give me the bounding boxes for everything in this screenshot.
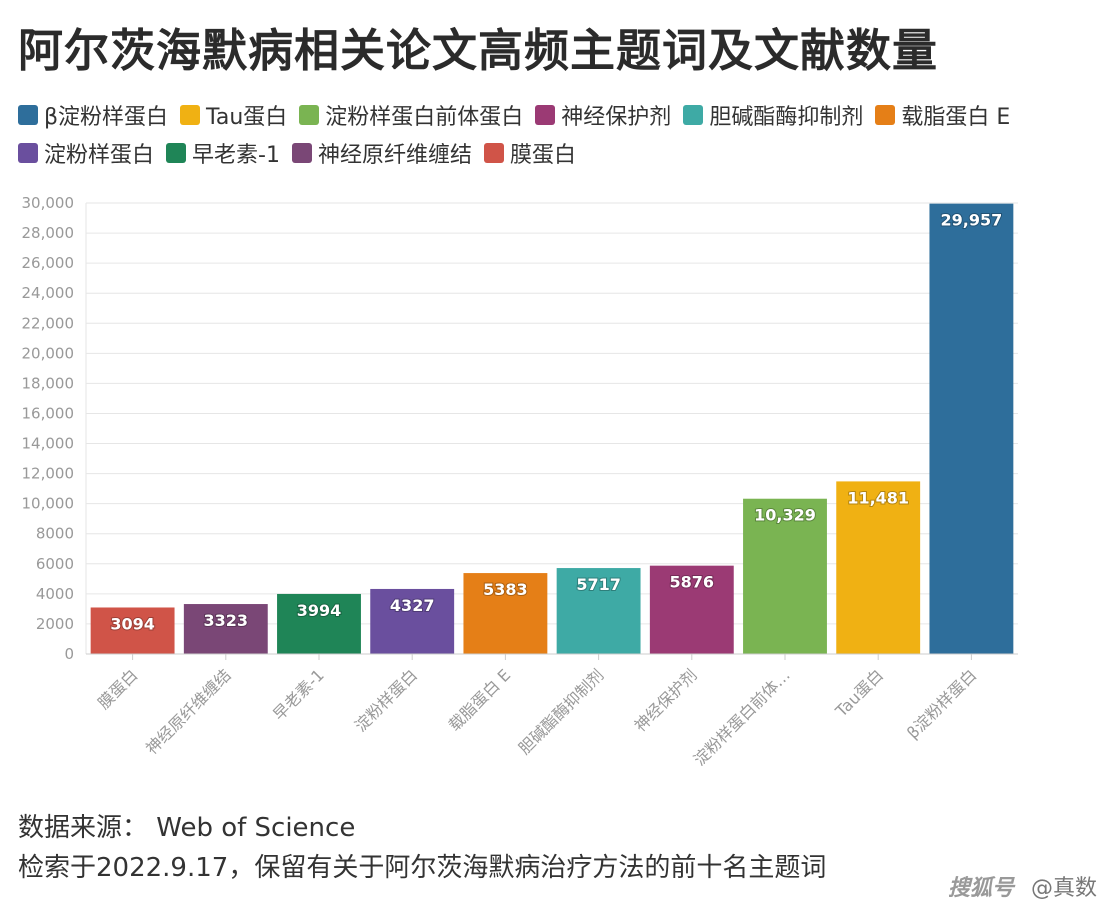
y-tick-label: 10,000 [22, 495, 75, 513]
source-note: 数据来源： Web of Science [18, 813, 356, 843]
y-tick-label: 14,000 [22, 435, 75, 453]
y-tick-label: 24,000 [22, 284, 75, 302]
legend-item: Tau蛋白 [180, 100, 287, 130]
legend-swatch [166, 143, 187, 163]
legend-item: β淀粉样蛋白 [18, 100, 168, 130]
bar [90, 607, 175, 654]
y-tick-label: 12,000 [22, 465, 75, 483]
legend-item: 神经保护剂 [535, 100, 671, 130]
watermark: 搜狐号 @真数 [948, 870, 1097, 902]
bar [556, 568, 641, 654]
footer: 数据来源： Web of Science 检索于2022.9.17，保留有关于阿… [18, 808, 826, 888]
x-tick-label: 神经保护剂 [631, 665, 701, 735]
bar [743, 498, 827, 654]
retrieval-note: 检索于2022.9.17，保留有关于阿尔茨海默病治疗方法的前十名主题词 [18, 853, 827, 883]
bar [277, 593, 361, 654]
bar-value-label: 3094 [110, 614, 155, 633]
legend-swatch [299, 105, 320, 125]
legend-label: 淀粉样蛋白 [44, 143, 155, 168]
legend-swatch [875, 105, 896, 125]
bar-value-label: 10,329 [754, 506, 816, 525]
y-tick-label: 28,000 [22, 224, 75, 242]
bar [649, 565, 734, 654]
legend-label: 神经保护剂 [561, 105, 672, 130]
legend-item: 胆碱酯酶抑制剂 [683, 100, 863, 130]
bar [183, 604, 268, 654]
legend-label: 神经原纤维缠结 [317, 143, 472, 168]
legend-item: 早老素-1 [166, 138, 280, 168]
legend-swatch [180, 105, 201, 125]
legend-label: 早老素-1 [192, 143, 280, 168]
x-tick-label: 膜蛋白 [94, 665, 141, 712]
legend-swatch [291, 143, 312, 163]
bar [463, 573, 548, 654]
y-tick-label: 26,000 [22, 254, 75, 272]
y-tick-label: 8000 [36, 525, 74, 543]
bar-chart: 0 2000 4000 6000 8000 10,000 12,000 14,000 16,00… [22, 194, 1018, 769]
legend-label: 膜蛋白 [509, 143, 576, 168]
y-tick-label: 16,000 [22, 404, 75, 422]
watermark-platform: 搜狐号 [947, 876, 1014, 901]
legend-item: 载脂蛋白 E [875, 100, 1010, 130]
y-tick-label: 2000 [36, 615, 74, 633]
bar-value-label: 4327 [390, 596, 435, 615]
legend-label: 胆碱酯酶抑制剂 [709, 105, 864, 130]
bar-value-label: 5876 [670, 573, 715, 592]
y-tick-label: 18,000 [22, 374, 75, 392]
legend-label: β淀粉样蛋白 [44, 105, 169, 130]
bar-value-label: 29,957 [941, 211, 1003, 230]
x-tick-label: 胆碱酯酶抑制剂 [515, 665, 608, 758]
bar-value-label: 5717 [576, 575, 621, 594]
bar [836, 481, 921, 654]
x-tick-label: 神经原纤维缠结 [142, 665, 235, 758]
y-tick-label: 30,000 [22, 194, 75, 212]
bar-value-label: 3994 [297, 601, 342, 620]
bar-value-label: 11,481 [847, 488, 909, 507]
x-tick-label: β淀粉样蛋白 [903, 665, 980, 742]
x-tick-label: 淀粉样蛋白前体… [690, 665, 794, 769]
x-tick-label: 载脂蛋白 E [445, 665, 514, 734]
legend-item: 膜蛋白 [483, 138, 576, 168]
y-tick-label: 4000 [36, 585, 74, 603]
chart-legend: β淀粉样蛋白 Tau蛋白 淀粉样蛋白前体蛋白 神经保护剂 胆碱酯酶抑制剂 载脂蛋白 E 淀粉… [18, 100, 1098, 168]
legend-item: 淀粉样蛋白 [18, 138, 154, 168]
y-tick-label: 22,000 [22, 314, 75, 332]
x-tick-label: 淀粉样蛋白 [351, 665, 421, 735]
legend-label: 淀粉样蛋白前体蛋白 [325, 105, 524, 130]
x-tick-label: 早老素-1 [269, 665, 328, 724]
watermark-handle: @真数 [1030, 876, 1097, 901]
bar-value-label: 3323 [204, 611, 249, 630]
x-tick-label: Tau蛋白 [831, 665, 887, 721]
y-tick-label: 0 [64, 645, 74, 663]
chart-title: 阿尔茨海默病相关论文高频主题词及文献数量 [18, 24, 939, 77]
y-tick-label: 20,000 [22, 344, 75, 362]
bar-value-label: 5383 [483, 580, 528, 599]
y-tick-label: 6000 [36, 555, 74, 573]
legend-item: 神经原纤维缠结 [291, 138, 472, 168]
legend-item: 淀粉样蛋白前体蛋白 [299, 100, 523, 130]
legend-swatch [535, 105, 556, 125]
chart-area: 0 2000 4000 6000 8000 10,000 12,000 14,000 16,00… [0, 185, 1111, 795]
legend-label: 载脂蛋白 E [901, 105, 1011, 130]
bar [370, 588, 455, 654]
legend-swatch [18, 143, 38, 163]
legend-label: Tau蛋白 [206, 105, 288, 130]
legend-swatch [683, 105, 704, 125]
bar [929, 203, 1014, 655]
legend-swatch [18, 105, 38, 125]
legend-swatch [483, 143, 504, 163]
